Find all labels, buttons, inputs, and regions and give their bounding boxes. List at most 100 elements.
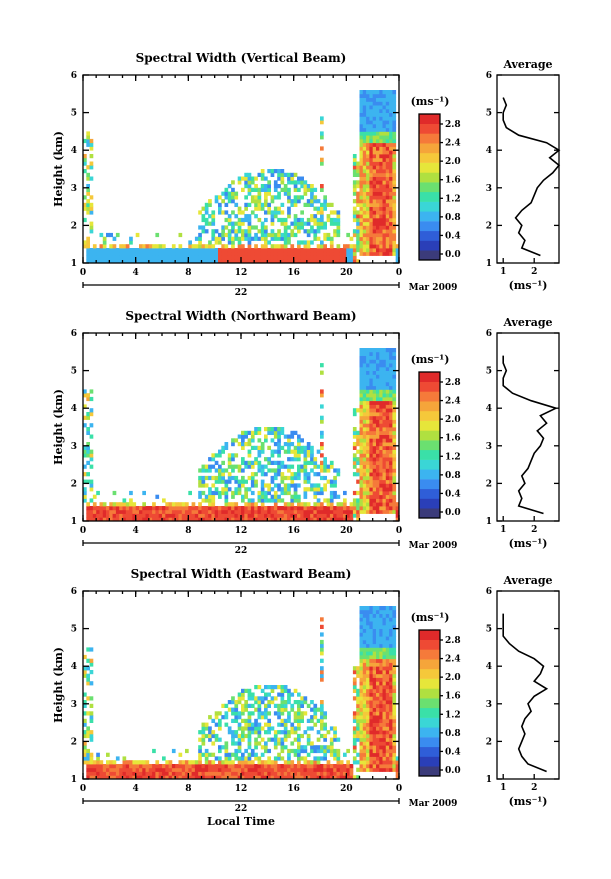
heatmap-cell <box>198 756 202 761</box>
heatmap-cell <box>379 101 383 106</box>
heatmap-cell <box>389 180 393 185</box>
heatmap-cell <box>392 632 397 637</box>
heatmap-cell <box>241 248 245 253</box>
heatmap-cell <box>369 101 374 106</box>
heatmap-cell <box>139 509 143 514</box>
heatmap-cell <box>125 775 130 780</box>
heatmap-cell <box>241 430 245 435</box>
heatmap-cell <box>244 490 248 496</box>
heatmap-cell <box>135 775 140 780</box>
heatmap-cell <box>310 255 314 260</box>
heatmap-cell <box>168 513 173 518</box>
heatmap-cell <box>129 764 133 769</box>
heatmap-cell <box>382 479 387 484</box>
heatmap-cell <box>290 517 295 522</box>
heatmap-cell <box>306 737 311 742</box>
heatmap-cell <box>310 453 314 458</box>
heatmap-cell <box>83 423 87 428</box>
heatmap-cell <box>316 506 321 511</box>
heatmap-cell <box>277 506 281 511</box>
heatmap-cell <box>379 363 383 368</box>
heatmap-cell <box>171 775 176 780</box>
heatmap-cell <box>135 760 140 765</box>
average-profile-line <box>502 97 561 257</box>
heatmap-cell <box>316 737 321 742</box>
heatmap-cell <box>366 479 370 484</box>
heatmap-cell <box>290 221 295 226</box>
heatmap-cell <box>208 464 212 469</box>
heatmap-cell <box>359 404 364 409</box>
heatmap-cell <box>392 707 397 712</box>
heatmap-cell <box>283 509 288 514</box>
heatmap-cell <box>270 255 275 260</box>
heatmap-cell <box>313 722 318 727</box>
heatmap-cell <box>218 745 222 750</box>
heatmap-cell <box>326 730 331 735</box>
colorbar-swatch <box>419 240 440 251</box>
heatmap-cell <box>356 722 360 727</box>
heatmap-cell <box>323 509 327 514</box>
heatmap-cell <box>389 654 393 660</box>
heatmap-cell <box>382 378 387 383</box>
heatmap-cell <box>221 764 225 769</box>
heatmap-cell <box>379 639 383 645</box>
heatmap-cell <box>376 146 380 151</box>
heatmap-cell <box>316 248 321 253</box>
heatmap-cell <box>379 229 383 234</box>
heatmap-cell <box>366 415 370 420</box>
heatmap-cell <box>379 251 383 256</box>
heatmap-cell <box>283 490 288 496</box>
heatmap-cell <box>372 108 377 113</box>
heatmap-cell <box>86 752 90 757</box>
heatmap-cell <box>385 483 390 488</box>
heatmap-cell <box>89 715 94 720</box>
heatmap-cell <box>366 681 370 686</box>
heatmap-cell <box>280 251 285 256</box>
heatmap-cell <box>326 464 331 469</box>
heatmap-cell <box>369 359 374 364</box>
heatmap-cell <box>376 415 380 420</box>
heatmap-cell <box>352 427 357 432</box>
heatmap-cell <box>168 517 173 522</box>
heatmap-cell <box>382 658 387 663</box>
heatmap-cell <box>336 225 341 230</box>
heatmap-cell <box>336 259 341 264</box>
heatmap-cell <box>379 97 383 102</box>
colorbar-swatch <box>419 372 440 382</box>
heatmap-cell <box>287 457 291 462</box>
heatmap-cell <box>283 191 288 196</box>
colorbar-swatch <box>419 717 440 728</box>
heatmap-cell <box>83 494 87 499</box>
heatmap-cell <box>155 771 160 776</box>
heatmap-cell <box>241 468 245 473</box>
heatmap-cell <box>283 764 288 769</box>
heatmap-cell <box>372 165 377 170</box>
heatmap-cell <box>270 771 275 776</box>
heatmap-cell <box>112 255 117 260</box>
colorbar-tick-label: 0.4 <box>445 231 461 241</box>
heatmap-cell <box>385 651 390 656</box>
heatmap-cell <box>198 490 202 496</box>
heatmap-cell <box>385 741 390 746</box>
heatmap-cell <box>234 259 239 264</box>
heatmap-cell <box>366 251 370 256</box>
heatmap-cell <box>379 419 383 424</box>
heatmap-cell <box>277 464 281 469</box>
heatmap-cell <box>313 711 318 716</box>
heatmap-cell <box>254 726 258 731</box>
heatmap-cell <box>385 370 390 375</box>
heatmap-cell <box>214 722 219 727</box>
heatmap-cell <box>290 730 295 735</box>
heatmap-cell <box>260 232 265 238</box>
heatmap-cell <box>379 703 383 708</box>
heatmap-cell <box>369 624 374 629</box>
heatmap-cell <box>372 142 377 147</box>
heatmap-cell <box>379 756 383 761</box>
heatmap-cell <box>264 767 268 772</box>
heatmap-cell <box>152 506 156 511</box>
heatmap-cell <box>83 745 87 750</box>
heatmap-cell <box>227 517 232 522</box>
heatmap-cell <box>260 752 265 757</box>
heatmap-cell <box>227 248 232 253</box>
heatmap-cell <box>208 490 212 496</box>
